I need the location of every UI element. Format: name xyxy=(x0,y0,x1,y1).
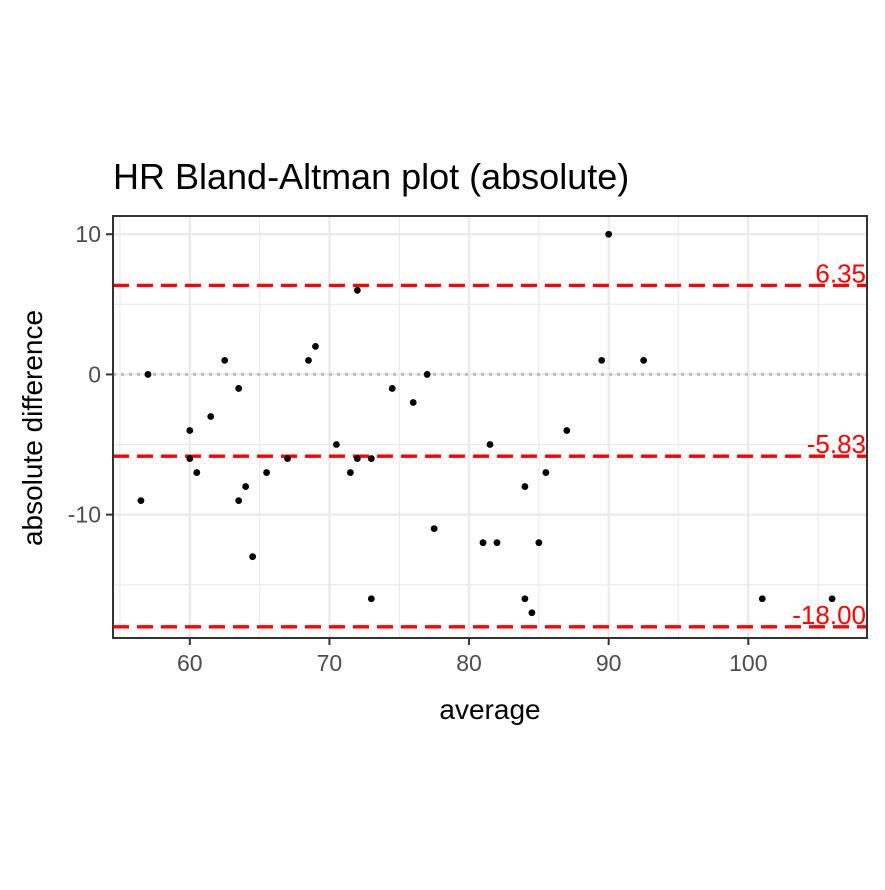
panel-background xyxy=(113,216,867,638)
data-point xyxy=(333,441,340,448)
data-point xyxy=(186,427,194,434)
x-tick-label: 100 xyxy=(729,650,767,676)
panel-border-layer xyxy=(112,215,868,639)
data-point xyxy=(430,525,438,533)
x-axis: 60 70 80 90 100 xyxy=(177,638,768,676)
data-point xyxy=(193,469,201,476)
data-point xyxy=(242,483,250,490)
data-point xyxy=(528,609,536,617)
reference-line-label: -18.00 xyxy=(792,600,866,630)
x-tick-label: 60 xyxy=(177,650,203,676)
y-tick-label: 10 xyxy=(75,221,101,247)
x-tick-label: 90 xyxy=(596,650,622,676)
reference-line-label: -5.83 xyxy=(807,429,866,459)
data-point xyxy=(207,413,215,420)
data-point xyxy=(144,371,152,378)
x-tick-label: 70 xyxy=(317,650,343,676)
data-point xyxy=(221,357,229,364)
reference-line-label: 6.35 xyxy=(815,258,866,288)
panel-border xyxy=(112,215,868,639)
data-point xyxy=(542,469,550,476)
data-point xyxy=(409,399,417,406)
y-tick-label: 0 xyxy=(88,361,101,387)
data-point xyxy=(186,455,194,462)
data-point xyxy=(563,427,571,434)
data-point xyxy=(521,483,529,490)
y-axis-title: absolute difference xyxy=(17,310,48,546)
reference-line-labels: 6.35 -5.83 -18.00 xyxy=(792,258,866,629)
data-point xyxy=(312,342,319,350)
reference-lines xyxy=(113,283,867,629)
data-point xyxy=(640,357,647,364)
data-point xyxy=(249,553,257,561)
data-point xyxy=(235,497,243,505)
data-point xyxy=(598,357,606,364)
data-point xyxy=(521,595,529,603)
data-point xyxy=(263,469,270,476)
data-point xyxy=(535,539,543,547)
data-point xyxy=(388,385,396,392)
data-points xyxy=(137,230,836,617)
data-point xyxy=(353,455,361,462)
data-point xyxy=(305,357,312,364)
data-point xyxy=(423,371,431,378)
data-point xyxy=(493,539,501,547)
y-tick-label: -10 xyxy=(68,502,101,528)
data-point xyxy=(605,230,613,238)
data-point xyxy=(758,595,766,603)
chart-title: HR Bland-Altman plot (absolute) xyxy=(113,156,629,197)
data-point xyxy=(353,286,361,294)
x-tick-label: 80 xyxy=(456,650,482,676)
data-point xyxy=(828,595,836,603)
data-point xyxy=(486,441,494,448)
data-point xyxy=(367,455,375,462)
data-point xyxy=(137,497,145,505)
data-point xyxy=(284,455,291,462)
plot-panel xyxy=(113,216,867,638)
data-point xyxy=(367,595,375,603)
data-point xyxy=(235,385,243,392)
data-point xyxy=(346,469,354,476)
x-axis-title: average xyxy=(439,694,540,725)
data-point xyxy=(479,539,487,547)
y-axis: 10 0 -10 xyxy=(68,221,113,528)
